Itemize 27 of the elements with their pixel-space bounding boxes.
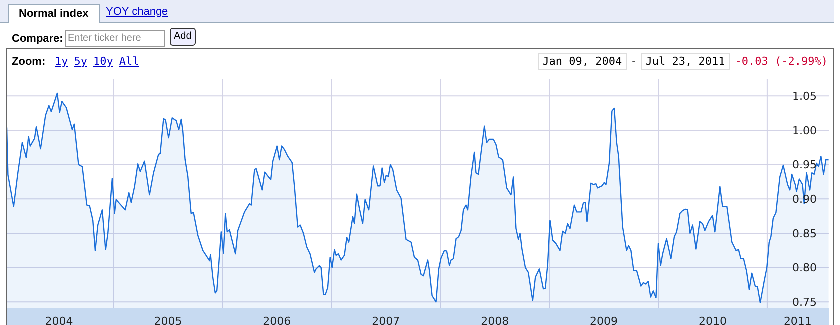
text: Compare: [12,33,64,45]
text: 10y [94,55,114,68]
x-tick-label: 2011 [784,314,812,325]
text: Enter ticker here [65,30,165,47]
text: 5y [74,55,88,68]
y-tick-label: 1.05 [792,90,817,104]
x-tick-label: 2008 [481,314,510,325]
text: YOY change [106,6,168,18]
y-tick-label: 0.75 [792,296,817,310]
text: Add [170,28,196,46]
x-tick-label: 2006 [263,314,292,325]
x-tick-label: 2010 [698,314,727,325]
x-tick-label: 2004 [45,314,74,325]
text: Jul 23, 2011 [640,53,730,70]
x-tick-label: 2007 [372,314,400,325]
text: Zoom: [12,56,46,68]
text: 1y [55,55,68,68]
y-tick-label: 0.80 [792,262,817,275]
text: All [119,55,140,68]
text: - [632,56,636,68]
x-tick-label: 2009 [590,314,618,325]
y-tick-label: 0.95 [792,158,817,172]
text: -0.03 (-2.99%) [735,55,828,68]
text: Jan 09, 2004 [538,53,628,70]
x-tick-label: 2005 [154,314,182,325]
y-tick-label: 1.00 [792,124,817,138]
y-tick-label: 0.85 [792,227,817,240]
